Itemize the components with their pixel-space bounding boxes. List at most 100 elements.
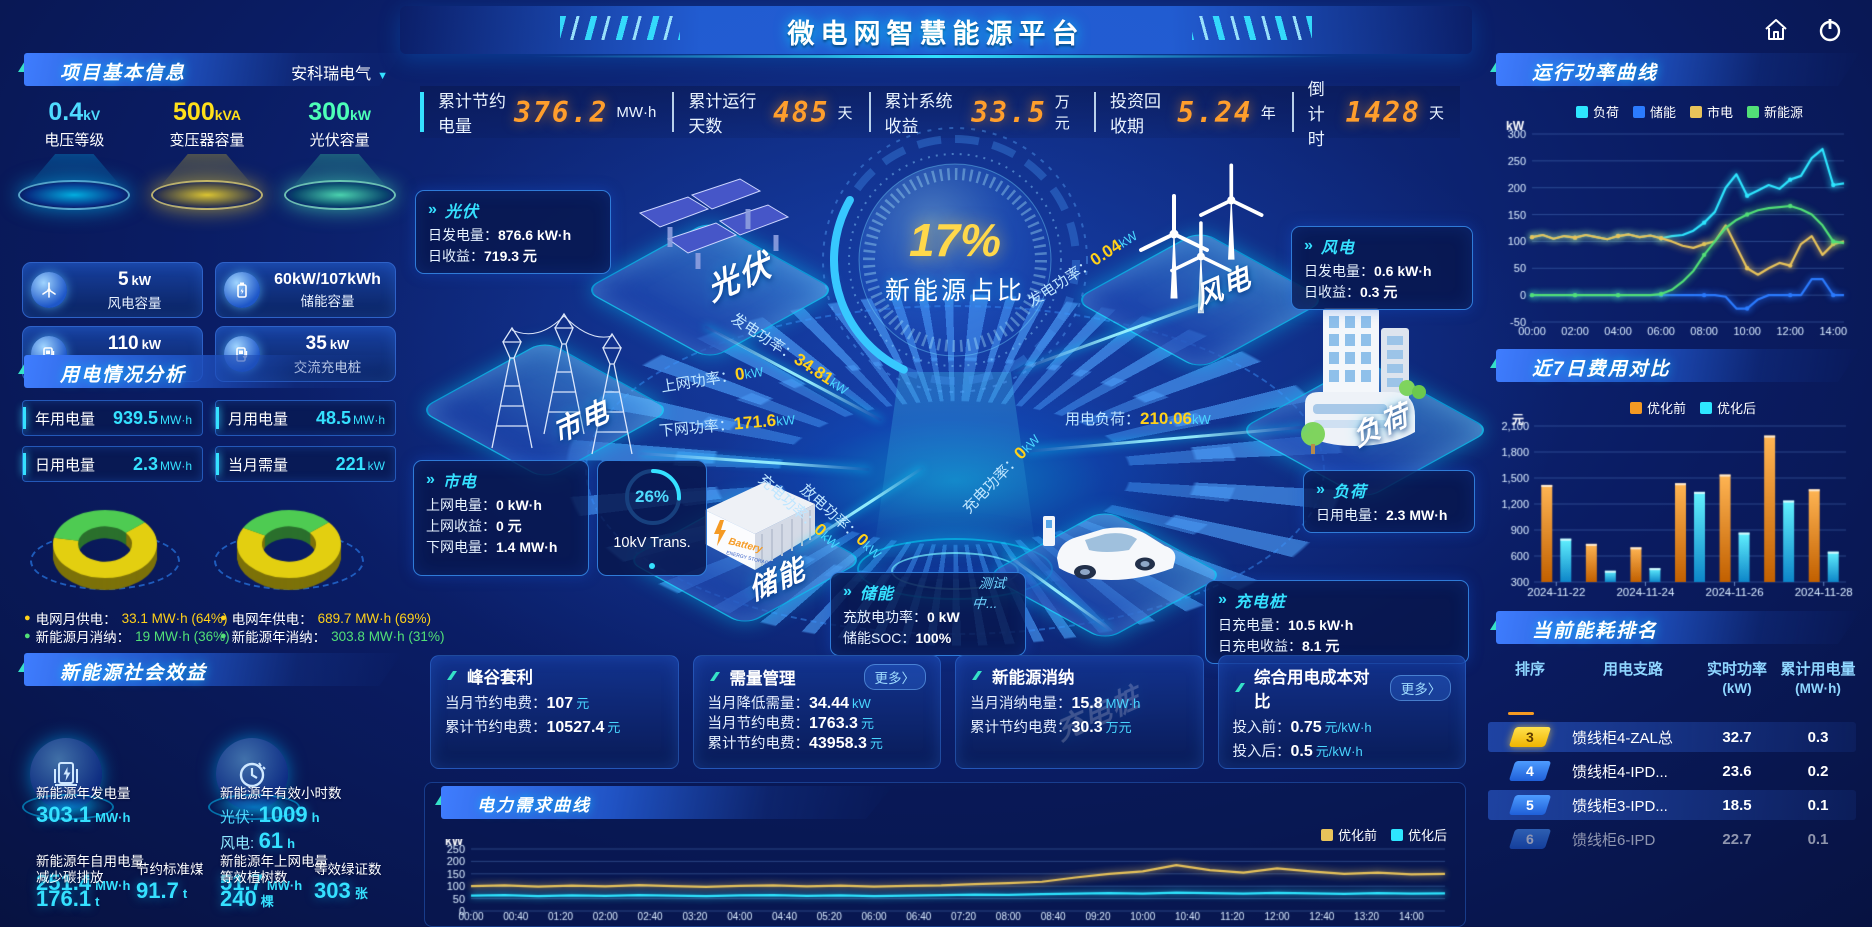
legend-item-after[interactable]: 优化后 [1390,825,1447,844]
more-button[interactable]: 更多〉 [863,664,926,690]
chevron-right-icon: » [426,471,435,488]
stat-day-usage: 日用电量 2.3 MW·h [22,446,203,482]
transformer-gauge-box: 26% 10kV Trans. [597,460,707,576]
pedestal-stats: 0.4kV 电压等级 500kVA 变压器容量 300kW 光伏容量 [8,98,406,210]
generation-icon [22,738,114,820]
panel-title: 用电情况分析 [60,365,187,386]
legend-item-after[interactable]: 优化后 [1700,398,1756,417]
panel-cost-compare: 近7日费用对比 优化前 优化后 [1480,346,1864,604]
panel-title: 近7日费用对比 [1532,359,1671,380]
panel-power-curve: 运行功率曲线 负荷 储能 市电 新能源 [1480,50,1864,342]
testing-badge: 测试中... [970,576,1010,611]
cost-legend: 优化前 优化后 [1630,398,1756,417]
usage-stats: 年用电量 939.5 MW·h 月用电量 48.5 MW·h 日用电量 2.3 MW·h 当… [22,400,396,482]
sphere-light-beam [873,372,1037,557]
card-storage-capacity: 60kW/107kWh 储能容量 [215,262,396,318]
legend-item-renewable[interactable]: 新能源 [1747,102,1803,121]
pedestal-pv-capacity: 300kW 光伏容量 [280,98,400,210]
chevron-right-icon: » [1304,237,1313,254]
table-row-rank6[interactable]: 6 馈线柜6-IPD 22.7 0.1 [1488,824,1856,854]
microgrid-topology-scene: Battery ENERGY STORAGE 17% 新能源占比 [405,120,1493,747]
card-wind-capacity: 5 kW 风电容量 [22,262,203,318]
table-row-rank3[interactable]: 3 馈线柜4-ZAL总 32.7 0.3 [1488,722,1856,752]
kpi-run-days: 累计运行天数 485 天 [672,92,868,136]
panel-usage-analysis: 用电情况分析 年用电量 939.5 MW·h 月用电量 48.5 MW·h 日用电量 2.… [8,352,444,646]
demand-curve-chart[interactable] [433,839,1459,925]
home-icon[interactable] [1762,16,1790,44]
legend-item-before[interactable]: 优化前 [1320,825,1377,844]
panel-title: 新能源社会效益 [60,663,208,684]
card-peak-valley: 峰谷套利 当月节约电费：107 元 累计节约电费：10527.4 元 [430,655,679,769]
kpi-label: 累计节约电量 [438,92,506,136]
kpi-label: 倒计时 [1307,79,1325,149]
card-corner-icon [1234,683,1245,692]
legend-renewable-month: ● 新能源月消纳： 19 MW·h (36%) [24,628,230,646]
legend-item-load[interactable]: 负荷 [1576,102,1619,121]
chevron-right-icon: » [843,583,852,600]
wind-turbines-illustration [1115,138,1295,343]
legend-item-storage[interactable]: 储能 [1633,102,1676,121]
gauge-arcs [822,127,1088,393]
stat-self-use: 新能源年自用电量 251.4 MW·h [36,854,144,895]
cost-compare-chart[interactable] [1488,412,1856,600]
stat-year-usage: 年用电量 939.5 MW·h [22,400,203,436]
system-icons [1762,16,1844,44]
kpi-saved-energy: 累计节约电量 376.2 MW·h [420,92,672,136]
rank-badge: 6 [1508,829,1552,849]
table-row-rank4[interactable]: 4 馈线柜4-IPD... 23.6 0.2 [1488,756,1856,786]
kpi-label: 投资回收期 [1109,92,1161,136]
donut-year-chart[interactable] [204,500,374,604]
renewable-share-value: 17% [908,214,1002,266]
ev-car-illustration [1033,498,1183,598]
panel-title: 项目基本信息 [60,63,187,84]
scroll-indicator [1508,712,1534,715]
kpi-unit: MW·h [616,103,657,121]
more-button[interactable]: 更多〉 [1389,675,1451,701]
legend-item-before[interactable]: 优化前 [1630,398,1686,417]
panel-title: 当前能耗排名 [1532,621,1659,642]
table-row-rank5[interactable]: 5 馈线柜3-IPD... 18.5 0.1 [1488,790,1856,820]
panel-title: 电力需求曲线 [477,796,591,815]
kpi-payback: 投资回收期 5.24 年 [1093,92,1292,136]
pedestal-voltage: 0.4kV 电压等级 [14,98,134,210]
power-curve-chart[interactable] [1488,112,1856,340]
legend-grid-month: ● 电网月供电： 33.1 MW·h (64%) [24,610,228,628]
rank-badge: 5 [1508,795,1552,815]
info-box-storage: » 储能 测试中... 充放电功率：0 kW 储能SOC：100% [830,572,1026,656]
kpi-unit: 天 [837,104,853,122]
header-decor-left [560,16,680,40]
info-box-pv: » 光伏 日发电量：876.6 kW·h 日收益：719.3 元 [415,190,611,274]
info-box-grid: » 市电 上网电量：0 kW·h 上网收益：0 元 下网电量：1.4 MW·h [413,460,589,576]
panel-energy-ranking: 当前能耗排名 排序 用电支路 实时功率 (kW) 累计用电量 (MW·h) 3 馈线… [1480,608,1864,927]
donut-month-chart[interactable] [20,500,190,604]
stat-green-certs: 等效绿证数 303 张 [314,862,382,903]
kpi-label: 累计系统收益 [884,92,953,136]
kpi-value: 33.5 [971,95,1047,129]
page-title: 微电网智慧能源平台 [787,19,1085,49]
kpi-unit: 万元 [1054,94,1070,132]
battery-container-illustration: Battery ENERGY STORAGE [690,472,830,582]
card-demand-management: 需量管理 更多〉 当月降低需量：34.44 kW 当月节约电费：1763.3 元 累计… [692,655,941,769]
card-cost-comparison: 综合用电成本对比 更多〉 投入前：0.75 元/kW·h 投入后：0.5 元/kW·h [1217,655,1466,769]
power-icon[interactable] [1816,16,1844,44]
renewable-share-label: 新能源占比 [884,277,1025,305]
renewable-share-gauge: 17% 新能源占比 [815,120,1095,400]
ranking-table-header: 排序 用电支路 实时功率 (kW) 累计用电量 (MW·h) [1514,661,1856,696]
kpi-bar: 累计节约电量 376.2 MW·h 累计运行天数 485 天 累计系统收益 33.5 万元 … [420,80,1460,149]
ranking-rows: 3 馈线柜4-ZAL总 32.7 0.3 4 馈线柜4-IPD... 23.6 0.2 … [1480,718,1864,884]
stat-annual-generation: 新能源年发电量 303.1 MW·h [36,786,131,827]
carousel-dot[interactable] [649,563,655,569]
solar-panels-illustration [630,175,790,300]
kpi-countdown: 倒计时 1428 天 [1291,80,1460,149]
card-corner-icon [709,672,720,681]
kpi-unit: 天 [1428,104,1444,122]
chevron-right-icon: » [1218,591,1227,608]
rank-badge: 4 [1508,761,1552,781]
stat-month-usage: 月用电量 48.5 MW·h [215,400,396,436]
panel-demand-curve: 电力需求曲线 优化前 优化后 [424,782,1466,927]
company-selector[interactable]: 安科瑞电气 ▼ [291,66,388,83]
legend-item-grid[interactable]: 市电 [1690,102,1733,121]
building-illustration [1295,300,1435,470]
chevron-down-icon: ▼ [377,70,388,82]
